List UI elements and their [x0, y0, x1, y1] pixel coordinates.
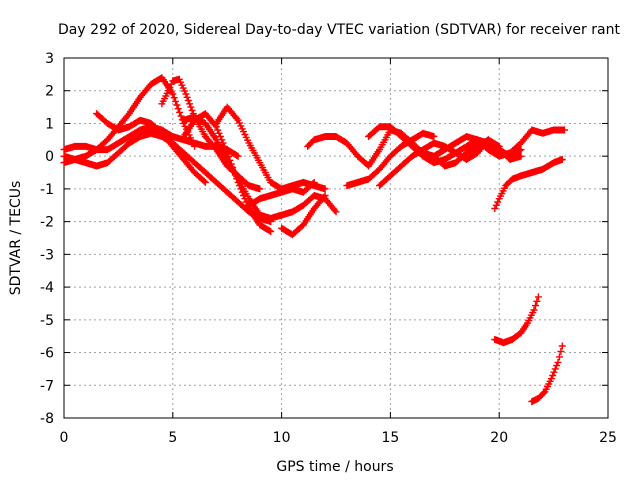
series-arc10	[278, 192, 329, 239]
x-tick-label: 5	[168, 430, 177, 446]
chart-title: Day 292 of 2020, Sidereal Day-to-day VTE…	[58, 22, 620, 38]
y-tick-label: 3	[45, 51, 54, 67]
x-tick-label: 25	[599, 430, 617, 446]
y-tick-label: -4	[40, 280, 54, 296]
series-arc17	[491, 293, 542, 347]
data-points	[60, 74, 568, 406]
axis-ticks	[63, 57, 609, 419]
plus-markers	[528, 342, 566, 406]
plus-markers	[180, 110, 275, 235]
series-arc16	[491, 156, 566, 212]
series-arc9	[245, 178, 318, 209]
y-tick-label: -8	[40, 411, 54, 427]
grid-lines	[64, 58, 608, 418]
plus-markers	[343, 129, 438, 190]
series-arc12	[343, 129, 438, 190]
y-tick-label: -7	[40, 378, 54, 394]
y-tick-label: -5	[40, 313, 54, 329]
plus-markers	[278, 192, 329, 239]
plus-markers	[491, 156, 566, 212]
x-tick-label: 20	[490, 430, 508, 446]
plus-markers	[491, 293, 542, 347]
y-tick-label: -1	[40, 182, 54, 198]
y-tick-labels: -8 -7 -6 -5 -4 -3 -2 -1 0 1 2 3	[40, 51, 54, 427]
y-tick-label: -2	[40, 215, 54, 231]
y-tick-label: 2	[45, 84, 54, 100]
x-tick-labels: 0 5 10 15 20 25	[60, 430, 617, 446]
x-axis-label: GPS time / hours	[276, 459, 393, 475]
y-tick-label: 1	[45, 116, 54, 132]
series-arc7	[180, 110, 275, 235]
y-tick-label: -6	[40, 346, 54, 362]
y-tick-label: -3	[40, 247, 54, 263]
plus-markers	[430, 136, 525, 170]
series-arc15	[430, 136, 525, 170]
x-tick-label: 15	[381, 430, 399, 446]
x-tick-label: 10	[273, 430, 291, 446]
plot-frame	[63, 57, 609, 419]
x-tick-label: 0	[60, 430, 69, 446]
plus-markers	[245, 178, 318, 209]
y-axis-label: SDTVAR / TECUs	[8, 181, 24, 296]
series-arc18	[528, 342, 566, 406]
y-tick-label: 0	[45, 149, 54, 165]
